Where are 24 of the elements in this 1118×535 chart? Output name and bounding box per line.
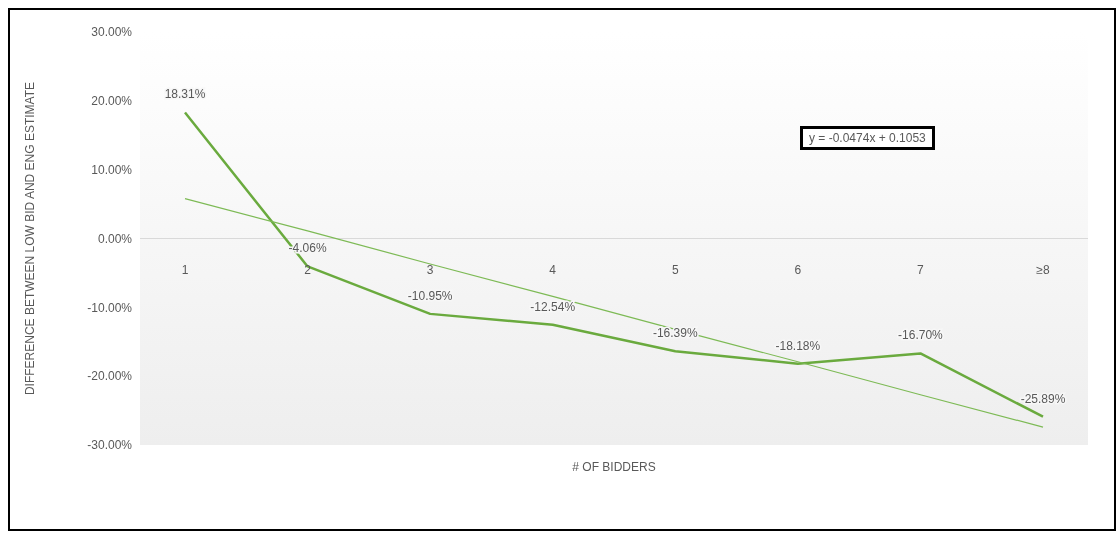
data-label: -10.95% bbox=[407, 288, 453, 303]
y-tick-label: -30.00% bbox=[87, 438, 133, 453]
x-tick-label: 6 bbox=[794, 262, 802, 277]
y-tick-label: 30.00% bbox=[91, 25, 133, 40]
annotation: y = -0.0474x + 0.1053 bbox=[800, 126, 935, 150]
x-tick-label: 3 bbox=[426, 262, 434, 277]
x-tick-label: ≥8 bbox=[1036, 262, 1050, 277]
y-tick-label: 10.00% bbox=[91, 162, 133, 177]
data-label: -16.70% bbox=[898, 328, 944, 343]
y-tick-label: 20.00% bbox=[91, 94, 133, 109]
x-tick-label: 4 bbox=[549, 262, 557, 277]
data-label: -25.89% bbox=[1020, 391, 1066, 406]
x-tick-label: 1 bbox=[181, 262, 189, 277]
y-tick-label: -10.00% bbox=[87, 300, 133, 315]
data-label: -16.39% bbox=[652, 326, 698, 341]
x-tick-label: 5 bbox=[671, 262, 679, 277]
x-tick-label: 7 bbox=[917, 262, 925, 277]
y-axis-title: DIFFERENCE BETWEEN LOW BID AND ENG ESTIMATE bbox=[23, 81, 38, 396]
data-label: -18.18% bbox=[775, 338, 821, 353]
y-tick-label: -20.00% bbox=[87, 369, 133, 384]
x-axis-title: # OF BIDDERS bbox=[572, 460, 656, 474]
y-tick-label: 0.00% bbox=[97, 231, 133, 246]
data-label: -12.54% bbox=[530, 299, 576, 314]
data-label: 18.31% bbox=[164, 87, 206, 102]
